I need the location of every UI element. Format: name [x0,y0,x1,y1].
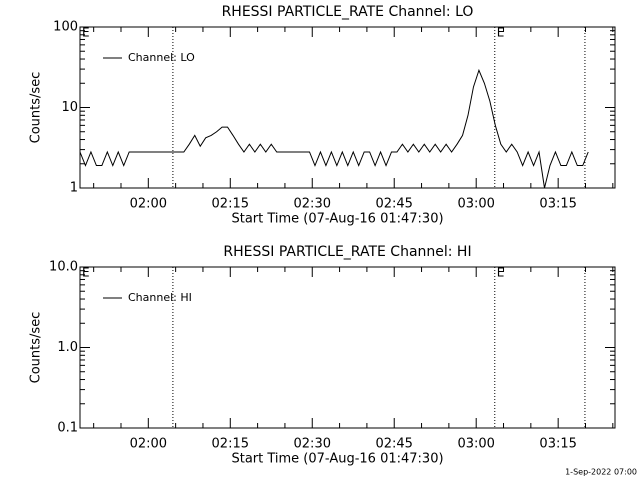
x-tick-label: 02:00 [130,437,167,452]
annotation: E [497,26,505,40]
y-tick-label: 100 [53,20,78,35]
y-tick-label: 1 [70,181,78,196]
y-tick-label: 10 [61,100,78,115]
y-axis-label: Counts/sec [29,312,44,384]
x-tick-label: 02:45 [375,437,412,452]
data-line [79,68,589,189]
legend-label: Channel: LO [128,51,195,64]
y-tick-label: 10.0 [49,260,78,275]
x-tick-label: 02:15 [212,437,249,452]
x-tick-label: 02:45 [375,197,412,212]
x-tick-label: 02:15 [212,197,249,212]
annotation: E [497,266,505,280]
annotation: E [82,26,90,40]
y-tick-label: 1.0 [57,340,78,355]
footer-timestamp: 1-Sep-2022 07:00 [565,468,637,477]
x-tick-label: 03:15 [539,197,576,212]
x-tick-label: 03:00 [457,197,494,212]
x-tick-label: 02:00 [130,197,167,212]
x-tick-label: 03:15 [539,437,576,452]
y-axis-label: Counts/sec [29,72,44,144]
y-tick-label: 0.1 [57,421,78,436]
x-tick-label: 02:30 [294,437,331,452]
chart-title: RHESSI PARTICLE_RATE Channel: LO [222,4,474,20]
x-tick-label: 03:00 [457,437,494,452]
x-axis-label: Start Time (07-Aug-16 01:47:30) [231,212,443,227]
x-axis-label: Start Time (07-Aug-16 01:47:30) [231,452,443,467]
x-tick-label: 02:30 [294,197,331,212]
chart-title: RHESSI PARTICLE_RATE Channel: HI [223,244,471,260]
legend-label: Channel: HI [128,291,192,304]
annotation: E [82,266,90,280]
